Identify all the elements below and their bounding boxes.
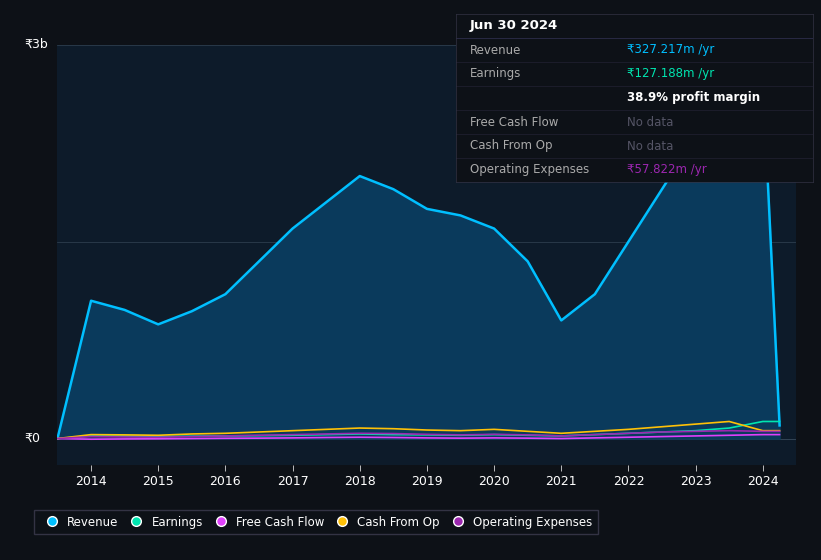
Text: Jun 30 2024: Jun 30 2024 [470,20,558,32]
Text: No data: No data [627,115,673,128]
Text: Earnings: Earnings [470,68,521,81]
Text: 38.9% profit margin: 38.9% profit margin [627,91,760,105]
Text: Free Cash Flow: Free Cash Flow [470,115,558,128]
Text: ₹3b: ₹3b [25,38,48,52]
Legend: Revenue, Earnings, Free Cash Flow, Cash From Op, Operating Expenses: Revenue, Earnings, Free Cash Flow, Cash … [34,510,599,534]
Text: Operating Expenses: Operating Expenses [470,164,589,176]
Text: Revenue: Revenue [470,44,521,57]
Text: ₹57.822m /yr: ₹57.822m /yr [627,164,707,176]
Text: ₹327.217m /yr: ₹327.217m /yr [627,44,714,57]
Text: Cash From Op: Cash From Op [470,139,553,152]
Text: ₹127.188m /yr: ₹127.188m /yr [627,68,714,81]
Text: No data: No data [627,139,673,152]
Text: ₹0: ₹0 [25,432,40,445]
